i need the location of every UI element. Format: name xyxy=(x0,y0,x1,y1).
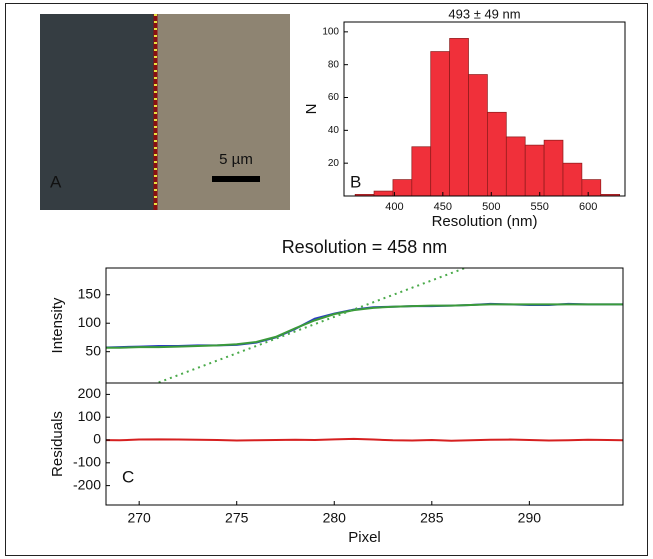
x-tick-label: 290 xyxy=(518,510,542,526)
x-tick-label: 280 xyxy=(323,510,347,526)
panel-label: C xyxy=(122,467,134,486)
bar xyxy=(563,163,582,196)
bar xyxy=(525,145,544,196)
y-tick-label: -200 xyxy=(73,476,101,492)
x-axis-label: Resolution (nm) xyxy=(432,213,538,230)
x-tick-label: 600 xyxy=(579,201,597,213)
chart-title: 493 ± 49 nm xyxy=(448,6,520,21)
panel: Resolution = 458 nm 50 100 150 Intensity xyxy=(49,237,627,383)
panel-label: B xyxy=(350,172,361,191)
plot-area xyxy=(355,38,620,196)
y-tick-label: 100 xyxy=(322,26,339,37)
y-tick-label: 80 xyxy=(328,59,340,70)
panel: -200 -100 0 100 200 270 275 280 285 290 Pixel Resid… xyxy=(49,383,627,546)
scale-bar xyxy=(212,176,260,182)
bar xyxy=(450,38,469,196)
y-axis-label: Residuals xyxy=(49,411,66,477)
y-tick-label: 50 xyxy=(85,342,101,358)
y-tick-label: 0 xyxy=(93,431,101,447)
y-axis-label: Intensity xyxy=(49,297,66,353)
bar xyxy=(506,137,525,196)
bar xyxy=(582,180,601,196)
y-tick-label: 20 xyxy=(328,158,340,169)
y-tick-label: 100 xyxy=(78,314,102,330)
panel: 493 ± 49 nm 20 40 60 80 100 400 450 500 550 600 Res… xyxy=(303,6,625,230)
figure-canvas: 5 µm A 493 ± 49 nm2040608010040045050055… xyxy=(0,0,653,559)
x-tick-label: 550 xyxy=(531,201,549,213)
bar xyxy=(393,180,412,196)
y-tick-label: 60 xyxy=(328,92,340,103)
y-tick-label: 40 xyxy=(328,125,340,136)
y-tick-label: 100 xyxy=(78,408,102,424)
bar xyxy=(487,112,506,196)
data-line xyxy=(100,304,627,348)
x-tick-label: 285 xyxy=(420,510,444,526)
data-line xyxy=(100,304,627,347)
x-axis-label: Pixel xyxy=(348,529,381,546)
bar xyxy=(412,147,431,196)
x-tick-label: 275 xyxy=(225,510,249,526)
plot-frame xyxy=(106,383,623,505)
y-tick-label: 200 xyxy=(78,385,102,401)
y-tick-label: -100 xyxy=(73,454,101,470)
x-tick-label: 400 xyxy=(385,201,403,213)
bar xyxy=(469,75,488,196)
panel-label: A xyxy=(50,172,62,191)
y-tick-label: 150 xyxy=(78,285,102,301)
x-tick-label: 500 xyxy=(482,201,500,213)
micrograph: 5 µm A xyxy=(40,14,290,210)
figure: 5 µm A 493 ± 49 nm2040608010040045050055… xyxy=(0,0,653,559)
bar xyxy=(431,52,450,196)
bar xyxy=(544,140,563,196)
plot-frame xyxy=(106,268,623,383)
x-tick-label: 270 xyxy=(127,510,151,526)
plot-area xyxy=(100,268,627,382)
bar xyxy=(374,191,393,196)
plot-area xyxy=(100,439,627,441)
data-line xyxy=(159,268,465,382)
y-axis-label: N xyxy=(303,104,320,115)
data-line xyxy=(100,439,627,441)
x-tick-label: 450 xyxy=(434,201,452,213)
scale-bar-label: 5 µm xyxy=(219,151,253,168)
chart-title: Resolution = 458 nm xyxy=(282,237,448,257)
